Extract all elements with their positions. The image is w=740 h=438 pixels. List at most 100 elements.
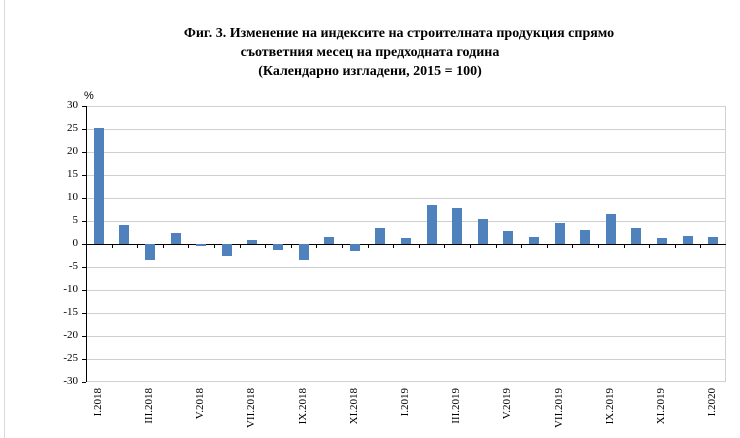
x-tick — [368, 244, 369, 248]
bar-XII.2019 — [683, 236, 693, 244]
y-tick — [82, 382, 86, 383]
y-tick — [82, 359, 86, 360]
x-tick — [649, 244, 650, 248]
x-tick-label: I.2018 — [92, 388, 104, 417]
x-tick — [112, 244, 113, 248]
x-tick — [572, 244, 573, 248]
bar-I.2018 — [94, 128, 104, 244]
x-tick — [624, 244, 625, 248]
gridline — [86, 313, 725, 314]
y-tick-label: -30 — [63, 375, 78, 387]
y-tick — [82, 336, 86, 337]
y-tick — [82, 313, 86, 314]
gridline — [86, 175, 725, 176]
y-axis-unit-label: % — [84, 90, 94, 102]
y-tick — [82, 198, 86, 199]
gridline — [86, 290, 725, 291]
x-tick — [342, 244, 343, 248]
y-tick-label: -5 — [68, 260, 78, 272]
y-tick — [82, 129, 86, 130]
x-tick — [316, 244, 317, 248]
y-tick — [82, 290, 86, 291]
gridline — [86, 359, 725, 360]
bar-VI.2018 — [222, 244, 232, 256]
y-tick-label: 5 — [72, 214, 79, 226]
bar-I.2020 — [708, 237, 718, 244]
y-tick-label: 0 — [72, 237, 79, 249]
gridline — [86, 336, 725, 337]
x-tick — [214, 244, 215, 248]
y-tick-label: -25 — [63, 352, 78, 364]
y-tick-label: 15 — [67, 168, 78, 180]
x-tick — [598, 244, 599, 248]
bar-X.2019 — [631, 228, 641, 244]
y-tick-label: 20 — [67, 145, 78, 157]
x-tick — [547, 244, 548, 248]
chart-frame — [4, 0, 740, 438]
y-tick-label: -15 — [63, 306, 78, 318]
x-tick — [137, 244, 138, 248]
bar-III.2018 — [145, 244, 155, 260]
bar-IX.2018 — [299, 244, 309, 260]
x-tick — [188, 244, 189, 248]
x-tick — [393, 244, 394, 248]
y-tick — [82, 152, 86, 153]
gridline — [86, 129, 725, 130]
y-tick-label: 10 — [67, 191, 78, 203]
x-tick — [265, 244, 266, 248]
bar-VIII.2019 — [580, 230, 590, 244]
bar-I.2019 — [401, 238, 411, 244]
x-tick — [240, 244, 241, 248]
x-tick — [291, 244, 292, 248]
bar-IV.2018 — [171, 233, 181, 244]
x-tick-label: IX.2018 — [297, 388, 309, 425]
bar-V.2019 — [503, 231, 513, 244]
plot-area — [86, 106, 726, 382]
bar-IX.2019 — [606, 214, 616, 244]
y-tick — [82, 267, 86, 268]
chart-title-line-3: (Календарно изгладени, 2015 = 100) — [258, 64, 482, 79]
y-tick — [82, 175, 86, 176]
y-tick — [82, 244, 86, 245]
x-tick — [419, 244, 420, 248]
chart-title: Фиг. 3. Изменение на индексите на строит… — [0, 24, 740, 81]
x-tick-label: XI.2018 — [348, 388, 360, 425]
x-tick-label: I.2019 — [399, 388, 411, 417]
bar-IV.2019 — [478, 219, 488, 244]
x-tick — [496, 244, 497, 248]
gridline — [86, 198, 725, 199]
x-tick — [700, 244, 701, 248]
bar-II.2018 — [119, 225, 129, 244]
chart-title-line-2: съответния месец на предходната година — [240, 45, 500, 60]
bar-X.2018 — [324, 237, 334, 244]
x-tick-label: V.2019 — [501, 388, 513, 420]
x-tick-label: IX.2019 — [604, 388, 616, 425]
bar-XI.2019 — [657, 238, 667, 244]
y-tick-label: 25 — [67, 122, 78, 134]
chart-title-line-1: Фиг. 3. Изменение на индексите на строит… — [183, 26, 615, 41]
bar-V.2018 — [196, 244, 206, 246]
x-tick-label: XI.2019 — [655, 388, 667, 425]
bar-VIII.2018 — [273, 244, 283, 250]
x-tick — [163, 244, 164, 248]
x-tick — [470, 244, 471, 248]
y-tick — [82, 106, 86, 107]
y-tick-label: -10 — [63, 283, 78, 295]
x-tick — [521, 244, 522, 248]
x-tick-label: V.2018 — [194, 388, 206, 420]
y-tick — [82, 221, 86, 222]
x-tick-label: VII.2018 — [245, 388, 257, 429]
x-tick-label: III.2018 — [143, 388, 155, 424]
bar-XI.2018 — [350, 244, 360, 251]
bar-II.2019 — [427, 205, 437, 244]
x-tick-label: VII.2019 — [553, 388, 565, 429]
y-tick-label: -20 — [63, 329, 78, 341]
bar-XII.2018 — [375, 228, 385, 244]
bar-III.2019 — [452, 208, 462, 244]
x-tick — [675, 244, 676, 248]
x-tick-label: III.2019 — [450, 388, 462, 424]
x-tick-label: I.2020 — [706, 388, 718, 417]
zero-axis-line — [86, 244, 726, 245]
bar-VI.2019 — [529, 237, 539, 244]
x-tick — [444, 244, 445, 248]
